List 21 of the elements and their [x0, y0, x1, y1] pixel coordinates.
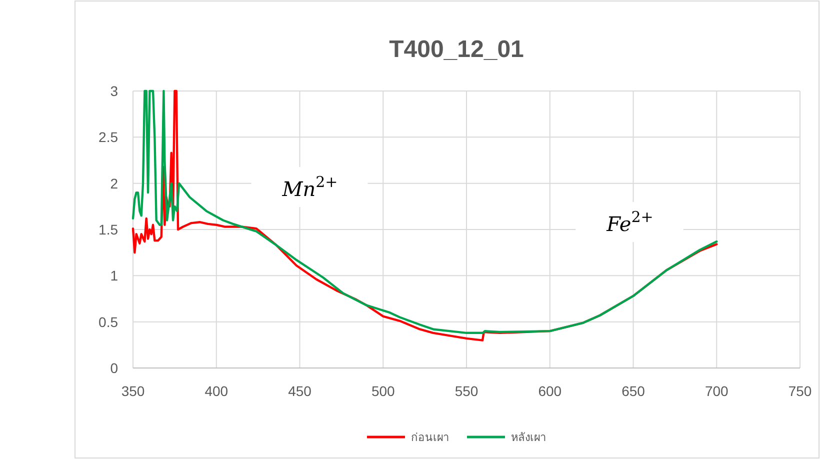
y-tick-label: 0	[110, 360, 118, 376]
x-tick-label: 350	[121, 383, 145, 399]
x-tick-label: 750	[788, 383, 812, 399]
x-tick-label: 500	[371, 383, 396, 399]
annotation: Fe$^{2+}$	[606, 208, 654, 236]
annotation: Mn$^{2+}$	[281, 173, 338, 201]
chart-title: T400_12_01	[389, 36, 524, 63]
x-tick-label: 450	[288, 383, 312, 399]
y-tick-label: 0.5	[98, 314, 118, 330]
legend-label: ก่อนเผา	[411, 431, 449, 444]
y-tick-label: 1	[110, 268, 118, 284]
x-tick-label: 600	[538, 383, 562, 399]
y-tick-label: 2.5	[98, 129, 118, 146]
legend-label: หลังเผา	[511, 431, 546, 444]
y-tick-label: 1.5	[98, 222, 118, 238]
y-tick-label: 2	[110, 175, 118, 192]
x-tick-label: 700	[704, 383, 729, 399]
y-tick-label: 3	[110, 83, 118, 99]
x-tick-label: 650	[622, 383, 646, 399]
x-tick-label: 550	[454, 383, 478, 399]
x-tick-label: 400	[204, 383, 228, 399]
